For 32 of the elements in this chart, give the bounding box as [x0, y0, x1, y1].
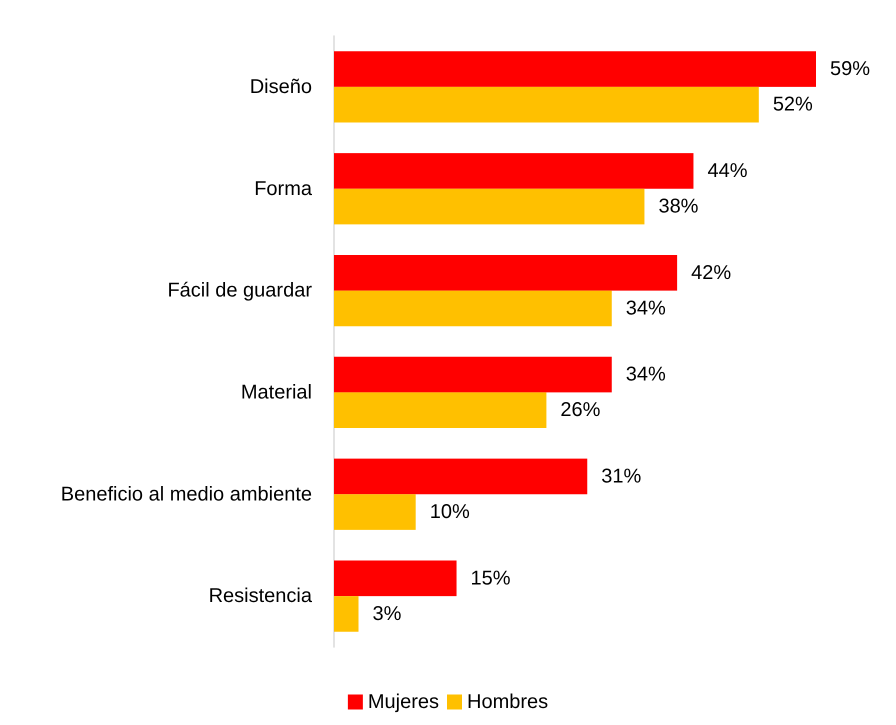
bar: [334, 458, 588, 494]
data-label: 42%: [691, 262, 732, 284]
y-tick-label: Diseño: [250, 76, 312, 98]
data-label: 38%: [658, 196, 699, 218]
bar: [334, 290, 612, 326]
data-label: 26%: [560, 399, 601, 422]
data-label: 3%: [372, 602, 402, 625]
y-tick-label: Resistencia: [208, 585, 313, 608]
bar: [334, 356, 612, 392]
bar: [334, 494, 416, 530]
legend-label: Hombres: [467, 691, 548, 713]
y-tick-label: Beneficio al medio ambiente: [60, 483, 312, 506]
bar: [334, 86, 759, 123]
data-label: 10%: [430, 501, 470, 524]
legend-label: Mujeres: [368, 691, 440, 713]
y-tick-label: Fácil de guardar: [167, 280, 312, 302]
data-label: 44%: [707, 160, 748, 182]
bar: [334, 392, 546, 428]
bar: [334, 254, 678, 291]
y-tick-label: Forma: [254, 178, 313, 200]
bar: [334, 51, 816, 87]
bar: [334, 188, 644, 224]
y-tick-label: Material: [240, 381, 312, 404]
data-label: 52%: [772, 94, 814, 116]
data-label: 31%: [601, 465, 642, 488]
bar: [334, 596, 359, 632]
bar: [334, 153, 694, 189]
bar: [334, 560, 457, 596]
data-label: 59%: [830, 58, 870, 80]
data-label: 34%: [626, 364, 666, 386]
data-label: 15%: [470, 567, 511, 590]
data-label: 34%: [626, 297, 666, 320]
